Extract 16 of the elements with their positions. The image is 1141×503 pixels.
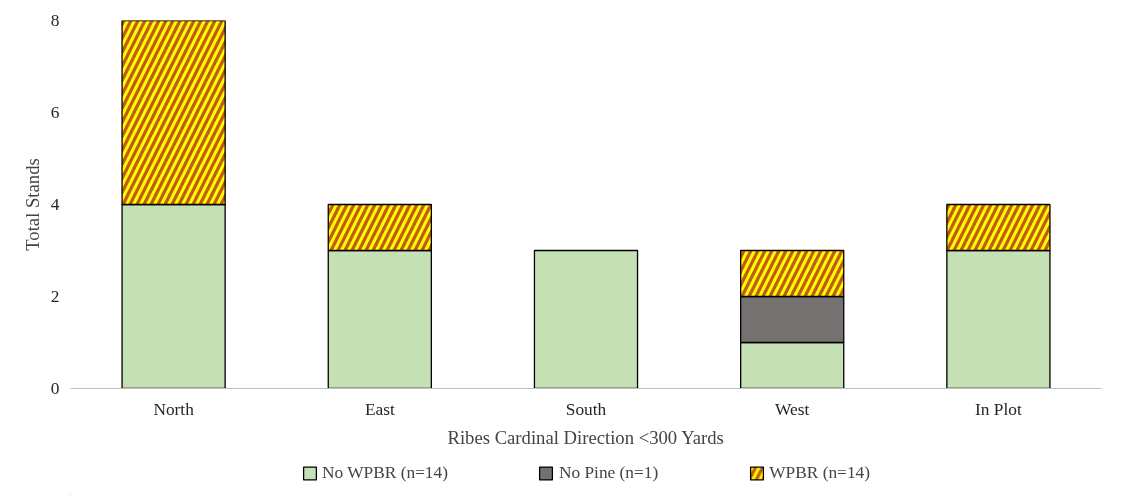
x-tick-label: East (364, 399, 395, 419)
y-tick-label: 8 (50, 11, 60, 30)
x-axis-title: Ribes Cardinal Direction <300 Yards (447, 426, 724, 448)
x-tick-label: In Plot (975, 399, 1022, 419)
legend-label: No WPBR (n=14) (322, 462, 448, 483)
x-tick-label: West (775, 399, 810, 419)
x-tick-label: North (153, 399, 195, 419)
y-tick-label: 2 (50, 287, 60, 306)
legend-label: WPBR (n=14) (769, 462, 870, 483)
legend-label: No Pine (n=1) (558, 462, 659, 483)
y-tick-label: 4 (50, 195, 60, 214)
y-tick-label: 6 (50, 103, 60, 122)
bar (533, 249, 639, 389)
y-tick-label: 0 (50, 379, 60, 398)
x-tick-label: South (565, 399, 607, 419)
y-axis-title: Total Stands (21, 158, 43, 251)
